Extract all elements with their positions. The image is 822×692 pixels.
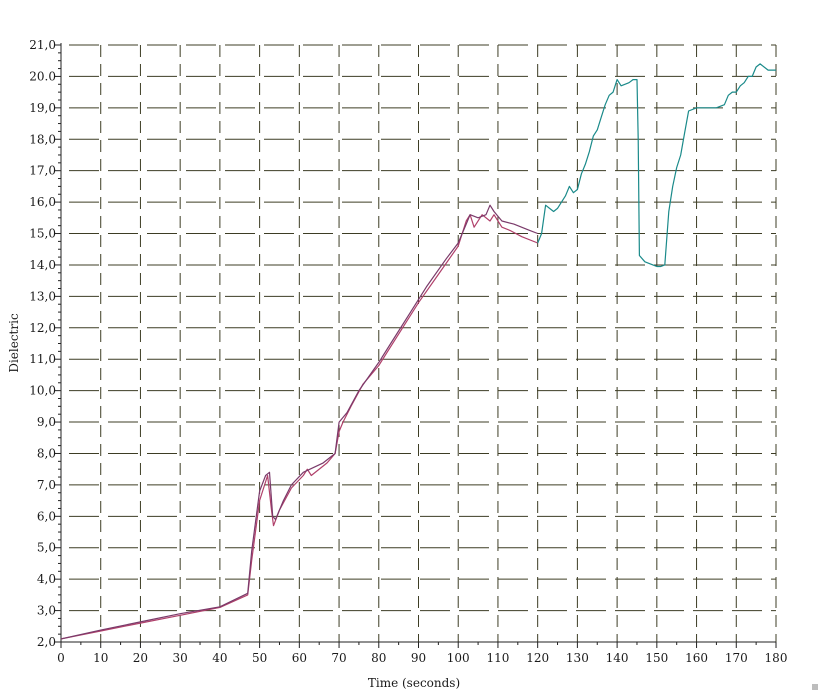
x-tick-label: 40	[212, 651, 227, 665]
y-tick-label: 5,0	[37, 541, 56, 555]
tick-labels: 0 10 20 30 40 50 60 70 80 90 100 110 120 130 140 150 160…	[29, 38, 787, 665]
y-tick-label: 4,0	[37, 572, 56, 586]
y-tick-label: 8,0	[37, 446, 56, 460]
x-tick-label: 90	[411, 651, 426, 665]
y-tick-label: 6,0	[37, 509, 56, 523]
series-line-1	[60, 214, 538, 640]
x-tick-label: 20	[133, 651, 148, 665]
x-tick-label: 30	[173, 651, 188, 665]
x-tick-label: 10	[93, 651, 108, 665]
y-tick-label: 10,0	[29, 384, 56, 398]
x-tick-label: 150	[645, 651, 668, 665]
y-tick-label: 14,0	[29, 258, 56, 272]
x-tick-label: 100	[447, 651, 470, 665]
x-tick-label: 80	[371, 651, 386, 665]
y-tick-label: 19,0	[29, 101, 56, 115]
x-axis-title: Time (seconds)	[368, 676, 460, 690]
y-tick-label: 13,0	[29, 289, 56, 303]
series-line-3	[537, 63, 776, 268]
y-tick-label: 2,0	[37, 635, 56, 649]
y-tick-label: 12,0	[29, 321, 56, 335]
x-tick-label: 50	[252, 651, 267, 665]
y-tick-label: 20.0	[29, 69, 56, 83]
y-tick-label: 3,0	[37, 604, 56, 618]
y-tick-label: 15,0	[29, 227, 56, 241]
series-layer	[60, 63, 776, 640]
corner-marker	[812, 684, 818, 690]
x-tick-label: 0	[57, 651, 65, 665]
y-tick-label: 17,0	[29, 164, 56, 178]
x-tick-label: 160	[685, 651, 708, 665]
axes-layer	[55, 43, 777, 648]
y-tick-label: 9,0	[37, 415, 56, 429]
x-tick-label: 110	[486, 651, 509, 665]
y-tick-label: 18,0	[29, 132, 56, 146]
y-axis-title: Dielectric	[7, 313, 21, 373]
x-tick-label: 120	[526, 651, 549, 665]
x-tick-label: 60	[292, 651, 307, 665]
y-tick-label: 7,0	[37, 478, 56, 492]
series-line-2	[60, 204, 538, 640]
x-tick-label: 140	[606, 651, 629, 665]
x-tick-label: 130	[566, 651, 589, 665]
grid-layer	[61, 44, 777, 642]
x-tick-label: 170	[725, 651, 748, 665]
y-tick-label: 16,0	[29, 195, 56, 209]
x-tick-label: 180	[765, 651, 788, 665]
x-tick-label: 70	[331, 651, 346, 665]
y-tick-label: 21,0	[29, 38, 56, 52]
y-tick-label: 11,0	[29, 352, 56, 366]
